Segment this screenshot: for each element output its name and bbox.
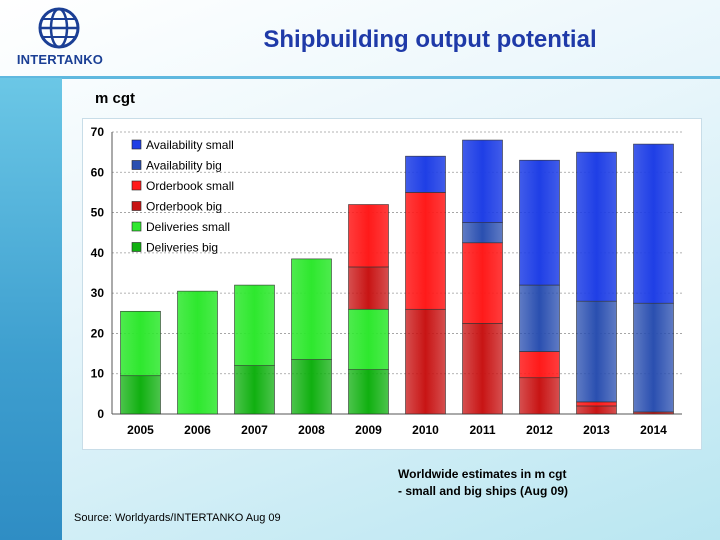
bar-orderbook_small-2009 xyxy=(348,204,389,268)
legend-label-orderbook_small: Orderbook small xyxy=(146,179,234,193)
chart-footnote: Worldwide estimates in m cgt - small and… xyxy=(398,466,638,500)
bar-orderbook_small-2013 xyxy=(576,401,617,407)
bar-orderbook_big-2011 xyxy=(462,323,503,415)
footnote-line-2: - small and big ships (Aug 09) xyxy=(398,484,569,498)
bar-deliveries_small-2005 xyxy=(120,310,161,377)
y-tick-label: 30 xyxy=(91,286,105,300)
bar-deliveries_big-2007 xyxy=(234,365,275,415)
legend-swatch-availability_small xyxy=(131,139,142,150)
y-tick-label: 60 xyxy=(91,165,105,179)
bar-deliveries_small-2006 xyxy=(177,290,218,415)
unit-label: m cgt xyxy=(95,90,136,107)
x-tick-label: 2009 xyxy=(355,423,382,437)
globe-icon xyxy=(38,7,80,49)
x-tick-label: 2006 xyxy=(184,423,211,437)
x-tick-label: 2008 xyxy=(298,423,325,437)
legend-swatch-orderbook_small xyxy=(131,180,142,191)
bar-availability_big-2011 xyxy=(462,222,503,244)
bar-availability_small-2013 xyxy=(576,151,617,302)
x-tick-label: 2014 xyxy=(640,423,667,437)
legend-label-availability_small: Availability small xyxy=(146,138,234,152)
bar-deliveries_big-2008 xyxy=(291,359,332,415)
left-decorative-band xyxy=(0,78,62,540)
legend-swatch-deliveries_big xyxy=(131,242,142,252)
bar-orderbook_big-2013 xyxy=(576,405,617,415)
legend-swatch-orderbook_big xyxy=(131,201,142,211)
bar-availability_big-2013 xyxy=(576,300,617,403)
legend-label-deliveries_small: Deliveries small xyxy=(146,220,230,234)
bar-deliveries_big-2005 xyxy=(120,375,161,415)
legend-swatch-deliveries_small xyxy=(131,221,142,232)
bar-availability_big-2014 xyxy=(633,302,674,413)
bar-availability_small-2012 xyxy=(519,159,560,286)
page-title: Shipbuilding output potential xyxy=(263,26,597,53)
y-tick-label: 50 xyxy=(91,206,105,220)
x-tick-label: 2005 xyxy=(127,423,154,437)
y-tick-label: 70 xyxy=(91,125,105,139)
bar-orderbook_small-2010 xyxy=(405,192,446,310)
bar-availability_small-2014 xyxy=(633,143,674,304)
x-tick-label: 2010 xyxy=(412,423,439,437)
bar-availability_small-2011 xyxy=(462,139,503,223)
y-tick-label: 20 xyxy=(91,326,105,340)
bar-orderbook_big-2009 xyxy=(348,266,389,310)
legend-label-orderbook_big: Orderbook big xyxy=(146,200,222,214)
bar-orderbook_big-2010 xyxy=(405,308,446,415)
bar-orderbook_big-2012 xyxy=(519,377,560,415)
footnote-line-1: Worldwide estimates in m cgt xyxy=(398,467,567,481)
y-tick-label: 40 xyxy=(91,246,105,260)
stacked-bar-chart: 0 10 20 30 40 50 60 70 2005 2006 2007 2008 2009 2010 2… xyxy=(91,125,682,437)
header-divider xyxy=(0,76,720,79)
bar-availability_small-2010 xyxy=(405,155,446,193)
bar-orderbook_big-2014 xyxy=(633,411,674,415)
bar-deliveries_small-2008 xyxy=(291,258,332,360)
y-tick-label: 10 xyxy=(91,367,105,381)
bar-deliveries_small-2009 xyxy=(348,308,389,370)
legend-swatch-availability_big xyxy=(131,160,142,170)
y-tick-label: 0 xyxy=(97,407,104,421)
legend-label-deliveries_big: Deliveries big xyxy=(146,241,218,255)
bar-deliveries_big-2009 xyxy=(348,369,389,415)
x-tick-label: 2011 xyxy=(469,423,495,437)
bar-orderbook_small-2012 xyxy=(519,351,560,379)
x-tick-label: 2013 xyxy=(583,423,610,437)
legend-label-availability_big: Availability big xyxy=(146,159,222,173)
logo-text: INTERTANKO xyxy=(16,52,104,67)
bar-deliveries_small-2007 xyxy=(234,284,275,366)
x-tick-label: 2012 xyxy=(526,423,553,437)
source-note: Source: Worldyards/INTERTANKO Aug 09 xyxy=(74,512,281,524)
bar-availability_big-2012 xyxy=(519,284,560,352)
intertanko-logo: INTERTANKO xyxy=(4,6,114,72)
bar-orderbook_small-2011 xyxy=(462,242,503,324)
x-tick-label: 2007 xyxy=(241,423,268,437)
